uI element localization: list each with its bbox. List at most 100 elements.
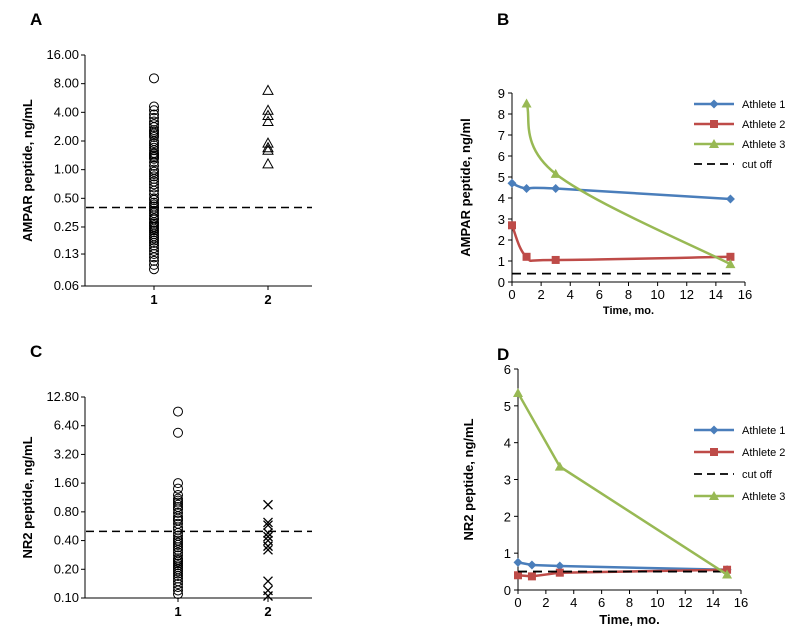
x-tick-label: 6	[596, 287, 603, 302]
data-point	[508, 221, 516, 230]
data-point	[551, 184, 561, 194]
x-tick-label: 14	[709, 287, 723, 302]
data-point	[513, 557, 523, 567]
data-point	[149, 189, 159, 200]
data-point	[149, 255, 159, 266]
data-point	[149, 101, 159, 112]
x-tick-label: 1	[174, 604, 181, 619]
data-point	[149, 153, 159, 164]
legend-label: Athlete 3	[742, 139, 785, 151]
x-tick-label: 8	[625, 287, 632, 302]
y-tick-label: 7	[498, 128, 505, 143]
y-tick-label: 1	[504, 546, 511, 561]
x-tick-label: 10	[650, 287, 664, 302]
x-tick-label: 2	[542, 595, 549, 610]
data-point	[173, 550, 183, 561]
data-point	[551, 255, 560, 264]
data-point	[710, 120, 718, 128]
data-point-stroke	[263, 520, 273, 531]
data-point	[149, 245, 159, 256]
data-point	[149, 235, 159, 246]
data-point	[262, 141, 274, 153]
data-point	[149, 166, 159, 177]
data-point	[149, 138, 159, 149]
data-point-stroke	[263, 576, 273, 587]
data-point	[262, 157, 274, 169]
data-point	[173, 579, 183, 590]
data-point-stroke	[263, 544, 273, 555]
x-tick-label: 16	[734, 595, 748, 610]
x-tick-label: 0	[508, 287, 515, 302]
data-point	[173, 566, 183, 577]
data-point	[507, 178, 517, 188]
data-point	[263, 541, 273, 552]
data-point	[149, 249, 159, 260]
panel-a-chart: 0.06 0.13 0.25 0.50 1.00 2.00 4.00 8.00 16.00 1 2 A…	[20, 47, 312, 307]
data-point	[149, 259, 159, 270]
legend-label: Athlete 1	[742, 425, 785, 437]
data-point	[262, 109, 274, 121]
data-point	[149, 233, 159, 244]
data-point	[149, 160, 159, 171]
data-point	[263, 517, 273, 528]
data-point	[263, 528, 273, 538]
data-point	[725, 194, 735, 204]
data-point	[709, 425, 719, 435]
y-tick-label: 0.06	[54, 278, 79, 293]
y-tick-label: 16.00	[46, 47, 79, 62]
data-point	[262, 84, 274, 95]
x-tick-label: 6	[598, 595, 605, 610]
data-point	[263, 576, 273, 587]
x-tick-label: 1	[150, 292, 157, 307]
x-tick-label: 2	[538, 287, 545, 302]
data-point	[173, 585, 183, 596]
data-point-stroke	[263, 531, 273, 542]
series-line	[525, 103, 732, 266]
legend-label: Athlete 2	[742, 119, 785, 131]
data-point	[550, 168, 561, 178]
y-tick-label: 2	[504, 509, 511, 524]
y-tick-label: 6	[504, 362, 511, 377]
x-tick-label: 2	[264, 604, 271, 619]
x-tick-label: 4	[570, 595, 577, 610]
legend-label: cut off	[742, 469, 773, 481]
data-point	[149, 182, 159, 193]
y-tick-label: 8	[498, 107, 505, 122]
y-tick-label: 0.80	[54, 504, 79, 519]
data-point-stroke	[263, 541, 273, 552]
y-tick-label: 1.60	[54, 475, 79, 490]
data-point	[173, 427, 183, 438]
y-tick-label: 0	[498, 275, 505, 290]
data-point	[522, 252, 531, 261]
x-tick-label: 16	[738, 287, 752, 302]
data-point	[263, 531, 273, 542]
data-point	[173, 568, 183, 579]
data-point	[173, 513, 183, 524]
data-point	[522, 184, 532, 194]
y-tick-label: 0	[504, 583, 511, 598]
data-point	[173, 499, 183, 510]
data-point	[149, 105, 159, 116]
series-line	[517, 561, 728, 571]
data-point	[709, 491, 719, 500]
y-tick-label: 0.40	[54, 533, 79, 548]
x-tick-label: 8	[626, 595, 633, 610]
y-tick-label: 1	[498, 254, 505, 269]
data-point	[555, 561, 565, 571]
y-tick-label: 6.40	[54, 418, 79, 433]
data-point	[263, 544, 273, 555]
data-point	[710, 448, 718, 456]
data-point	[149, 73, 159, 84]
data-point-stroke	[263, 528, 273, 538]
data-point	[149, 264, 159, 275]
data-point	[527, 572, 536, 581]
data-point	[709, 99, 719, 109]
panel-c-chart: 0.10 0.20 0.40 0.80 1.60 3.20 6.40 12.80 1 2 NR2 p…	[20, 389, 312, 619]
data-point	[514, 571, 522, 580]
data-point	[262, 137, 274, 148]
y-tick-label: 2	[498, 233, 505, 248]
data-point-stroke	[263, 499, 273, 510]
data-point	[173, 582, 183, 593]
y-tick-label: 0.25	[54, 219, 79, 234]
